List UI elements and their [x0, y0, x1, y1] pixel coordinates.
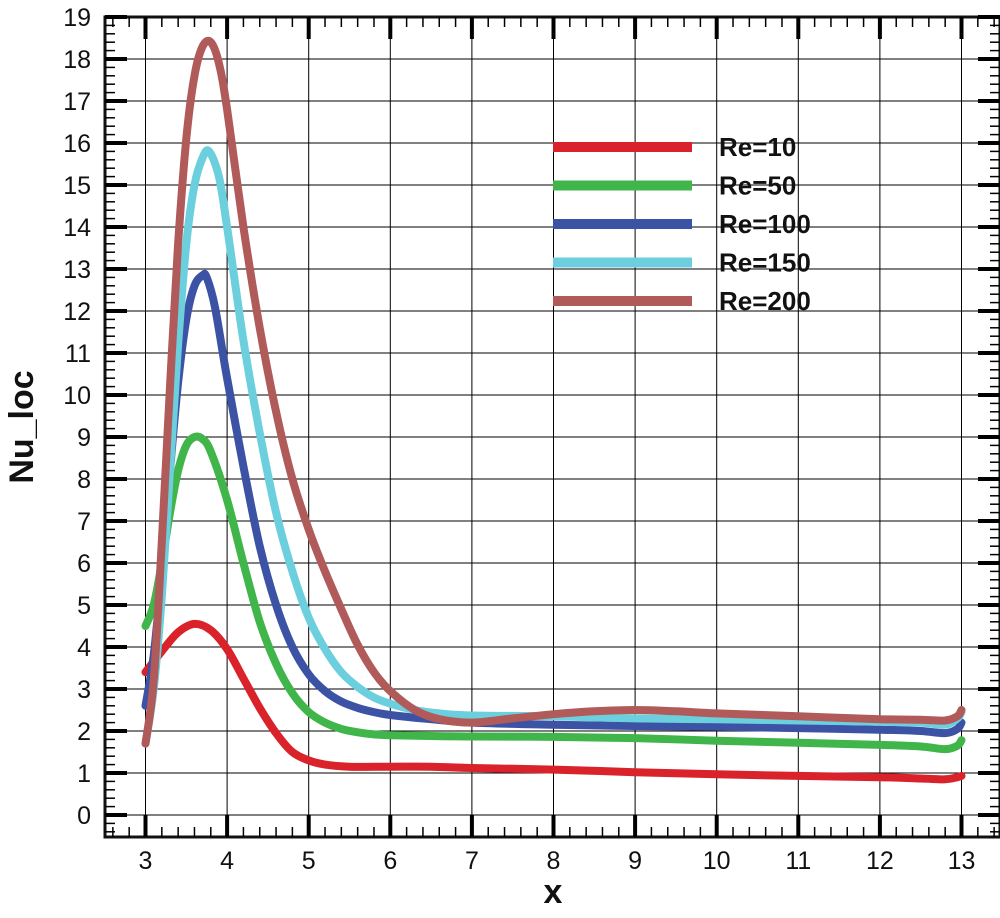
legend-label-re-10: Re=10 [719, 132, 796, 162]
y-tick-label: 11 [65, 340, 91, 368]
x-tick-label: 8 [547, 847, 561, 875]
x-axis-title: x [544, 873, 563, 911]
series-line-re-200 [141, 36, 966, 748]
x-tick-label: 12 [866, 847, 894, 875]
x-tick-label: 9 [628, 847, 642, 875]
x-tick-label: 5 [302, 847, 316, 875]
x-tick-label: 7 [465, 847, 479, 875]
series-line-re-150 [141, 146, 966, 748]
y-tick-label: 1 [77, 760, 91, 788]
x-tick-label: 3 [139, 847, 153, 875]
y-tick-label: 3 [77, 676, 91, 704]
y-tick-label: 6 [77, 550, 91, 578]
series-line-re-50 [141, 432, 966, 754]
y-tick-label: 12 [63, 298, 91, 326]
y-tick-label: 13 [63, 256, 91, 284]
tick-labels: 3 4 5 6 7 8 9 10 11 12 130123456789101112131415161… [63, 4, 975, 875]
y-tick-label: 0 [77, 802, 91, 830]
x-tick-label: 6 [383, 847, 397, 875]
y-tick-label: 15 [63, 172, 91, 200]
y-tick-label: 2 [77, 718, 91, 746]
series-line-re-100 [141, 269, 966, 738]
series-line-re-10 [141, 619, 966, 784]
legend-label-re-150: Re=150 [719, 248, 811, 278]
y-tick-label: 7 [77, 508, 91, 536]
x-tick-label: 4 [220, 847, 234, 875]
y-tick-label: 19 [63, 4, 91, 32]
axis-ticks [105, 15, 1000, 837]
x-tick-label: 10 [703, 847, 731, 875]
legend-label-re-50: Re=50 [719, 171, 796, 201]
y-tick-label: 8 [77, 466, 91, 494]
y-tick-label: 4 [77, 634, 91, 662]
y-tick-label: 17 [63, 88, 91, 116]
legend: Re=10 Re=50 Re=100 Re=150 Re=200 [553, 132, 811, 316]
y-tick-label: 16 [63, 130, 91, 158]
x-tick-label: 11 [785, 847, 811, 875]
legend-label-re-100: Re=100 [719, 209, 811, 239]
x-tick-label: 13 [948, 847, 976, 875]
y-tick-label: 5 [77, 592, 91, 620]
series-lines [141, 36, 966, 784]
y-tick-label: 18 [63, 46, 91, 74]
y-axis-title: Nu_loc [3, 370, 41, 483]
y-tick-label: 14 [63, 214, 91, 242]
y-tick-label: 10 [63, 382, 91, 410]
legend-label-re-200: Re=200 [719, 286, 811, 316]
y-tick-label: 9 [77, 424, 91, 452]
